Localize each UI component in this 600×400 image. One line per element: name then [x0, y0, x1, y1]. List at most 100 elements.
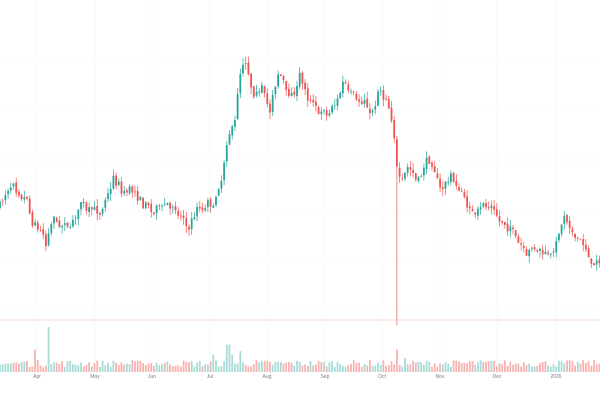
candle-body — [212, 205, 215, 208]
volume-bar — [458, 361, 460, 372]
candle-body — [7, 190, 9, 195]
volume-bar — [590, 365, 593, 372]
volume-bar — [1, 364, 4, 372]
volume-bar — [433, 363, 436, 372]
candle-body — [420, 175, 423, 177]
candle-body — [342, 81, 344, 94]
candle-body — [301, 72, 304, 84]
x-axis: Apr May Jun Jul Aug Sep Oct Nov Dec 2026 — [33, 374, 562, 380]
volume-bar — [153, 366, 155, 372]
candle-body — [525, 249, 528, 256]
candle-body — [61, 225, 63, 228]
volume-bar — [252, 364, 255, 372]
volume-bar — [201, 366, 204, 372]
candle-body — [393, 120, 396, 139]
candle-body — [201, 207, 204, 211]
candle-body — [431, 162, 433, 168]
candle-body — [387, 98, 390, 109]
candle-body — [325, 110, 328, 116]
candle-body — [463, 192, 466, 198]
candle-body — [271, 95, 274, 112]
candle-body — [88, 207, 90, 212]
candle-body — [536, 249, 539, 252]
candle-body — [93, 207, 96, 211]
candle-body — [552, 251, 555, 253]
candle-body — [23, 197, 26, 200]
volume-bar — [539, 363, 541, 372]
volume-bar — [155, 362, 158, 372]
volume-bar — [566, 360, 568, 372]
candle-body — [547, 252, 549, 254]
candle-body — [47, 233, 50, 246]
volume-bar — [298, 361, 301, 372]
volume-bar — [285, 362, 288, 372]
candle-body — [158, 205, 161, 207]
x-tick-label: Oct — [378, 374, 386, 380]
volume-bar — [414, 362, 417, 372]
candle-body — [153, 212, 155, 215]
volume-bar — [223, 360, 225, 372]
volume-bar — [185, 361, 188, 372]
volume-bar — [274, 362, 277, 372]
candle-body — [352, 92, 355, 94]
candle-body — [26, 196, 28, 199]
volume-bar — [560, 361, 563, 372]
volume-bar — [42, 366, 45, 372]
volume-bar — [180, 366, 182, 372]
volume-bar — [360, 366, 363, 372]
x-tick-label: Nov — [436, 374, 445, 380]
volume-bar — [466, 363, 468, 372]
volume-bar — [93, 363, 96, 372]
candle-body — [360, 101, 363, 105]
candle-body — [466, 196, 468, 208]
volume-bar — [279, 361, 282, 372]
candle-body — [328, 113, 331, 116]
volume-bar — [88, 362, 90, 372]
volume-bar — [50, 363, 53, 372]
candle-body — [185, 218, 188, 227]
volume-bar — [190, 361, 193, 372]
volume-bar — [139, 360, 142, 372]
candle-body — [266, 93, 269, 105]
volume-bars — [0, 327, 600, 372]
candle-body — [126, 190, 128, 193]
candle-body — [593, 263, 595, 266]
x-tick-label: Aug — [263, 374, 272, 380]
candle-body — [236, 94, 239, 120]
volume-bar — [325, 366, 328, 372]
candle-body — [331, 106, 333, 113]
volume-bar — [374, 365, 377, 372]
volume-bar — [261, 361, 263, 372]
volume-bar — [490, 361, 493, 372]
volume-bar — [460, 363, 463, 372]
volume-bar — [412, 360, 414, 372]
volume-bar — [101, 360, 104, 372]
volume-bar — [444, 361, 447, 372]
candle-body — [495, 209, 498, 216]
volume-bar — [514, 363, 517, 372]
candle-body — [477, 208, 479, 216]
candle-body — [428, 156, 431, 164]
volume-bar — [409, 364, 412, 372]
volume-bar — [96, 360, 99, 372]
volume-bar — [352, 360, 355, 372]
candle-body — [217, 189, 220, 196]
volume-bar — [266, 361, 269, 372]
candle-body — [485, 203, 487, 208]
volume-bar — [482, 362, 485, 372]
candle-body — [371, 110, 374, 113]
volume-bar — [431, 366, 433, 372]
volume-bar — [90, 366, 93, 372]
volume-bar — [428, 361, 431, 372]
candle-body — [36, 222, 39, 230]
volume-bar — [536, 365, 539, 372]
candle-body — [566, 214, 568, 223]
volume-bar — [61, 361, 63, 372]
candle-body — [255, 91, 258, 96]
volume-bar — [193, 366, 196, 372]
candle-body — [587, 248, 590, 258]
volume-bar — [166, 361, 169, 372]
volume-bar — [282, 363, 285, 372]
volume-bar — [39, 365, 42, 372]
